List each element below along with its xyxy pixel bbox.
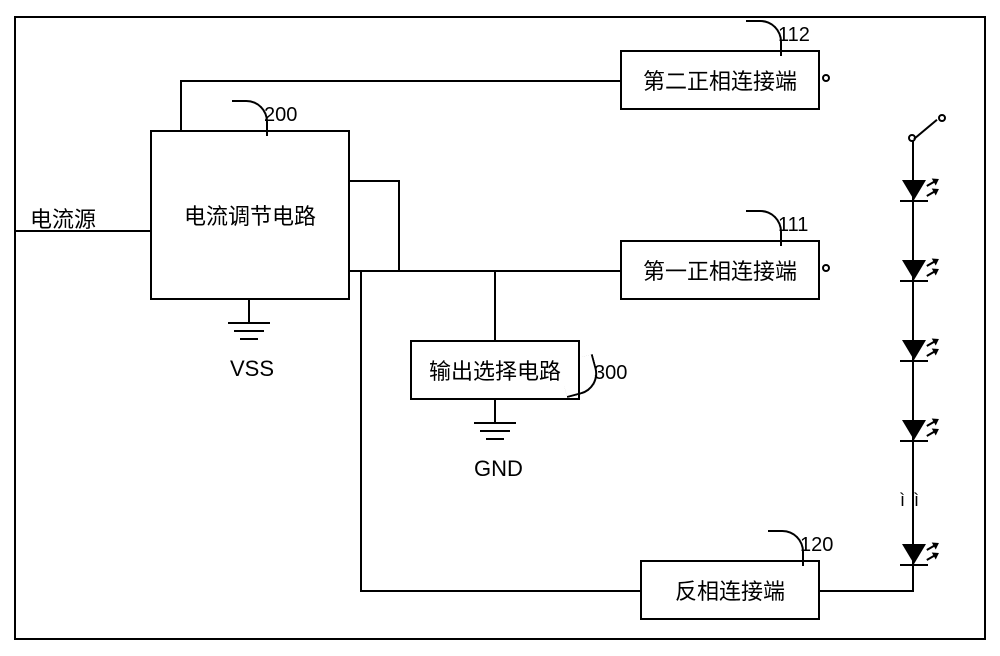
led-4 bbox=[894, 416, 934, 470]
wire-200-up bbox=[180, 80, 182, 130]
wire-mid-h bbox=[350, 270, 620, 272]
block-111-label: 第一正相连接端 bbox=[643, 254, 797, 286]
block-negative: 反相连接端 bbox=[640, 560, 820, 620]
block-200-label: 电流调节电路 bbox=[184, 199, 316, 231]
wire-down-to-120 bbox=[360, 270, 362, 590]
terminal-111 bbox=[822, 264, 830, 272]
led-3 bbox=[894, 336, 934, 390]
led-2 bbox=[894, 256, 934, 310]
block-120-label: 反相连接端 bbox=[675, 574, 785, 606]
block-pos2: 第二正相连接端 bbox=[620, 50, 820, 110]
wire-200-rtop-v bbox=[398, 180, 400, 270]
block-300-label: 输出选择电路 bbox=[429, 354, 561, 386]
terminal-112 bbox=[822, 74, 830, 82]
block-output-select: 输出选择电路 bbox=[410, 340, 580, 400]
diagram-canvas: 电流源 电流调节电路 200 VSS 第二正相连接端 112 第一正相连接端 1… bbox=[0, 0, 1000, 656]
block-112-label: 第二正相连接端 bbox=[643, 64, 797, 96]
vss-label: VSS bbox=[230, 356, 274, 382]
wire-top-h bbox=[180, 80, 620, 82]
block-pos1: 第一正相连接端 bbox=[620, 240, 820, 300]
ref-300: 300 bbox=[594, 362, 627, 385]
ref-200: 200 bbox=[264, 104, 297, 127]
wire-bottom-h bbox=[360, 590, 640, 592]
led-1 bbox=[894, 176, 934, 230]
ref-111: 111 bbox=[778, 214, 808, 237]
wire-source-to-200 bbox=[14, 230, 150, 232]
wire-to-300 bbox=[494, 270, 496, 340]
gnd-label: GND bbox=[474, 456, 523, 482]
wire-200-rtop-h bbox=[350, 180, 400, 182]
block-current-regulator: 电流调节电路 bbox=[150, 130, 350, 300]
ref-112: 112 bbox=[778, 24, 810, 47]
ellipsis: ì ì bbox=[900, 490, 921, 511]
ref-120: 120 bbox=[800, 534, 833, 557]
led-5 bbox=[894, 540, 934, 594]
outer-frame bbox=[14, 16, 986, 640]
